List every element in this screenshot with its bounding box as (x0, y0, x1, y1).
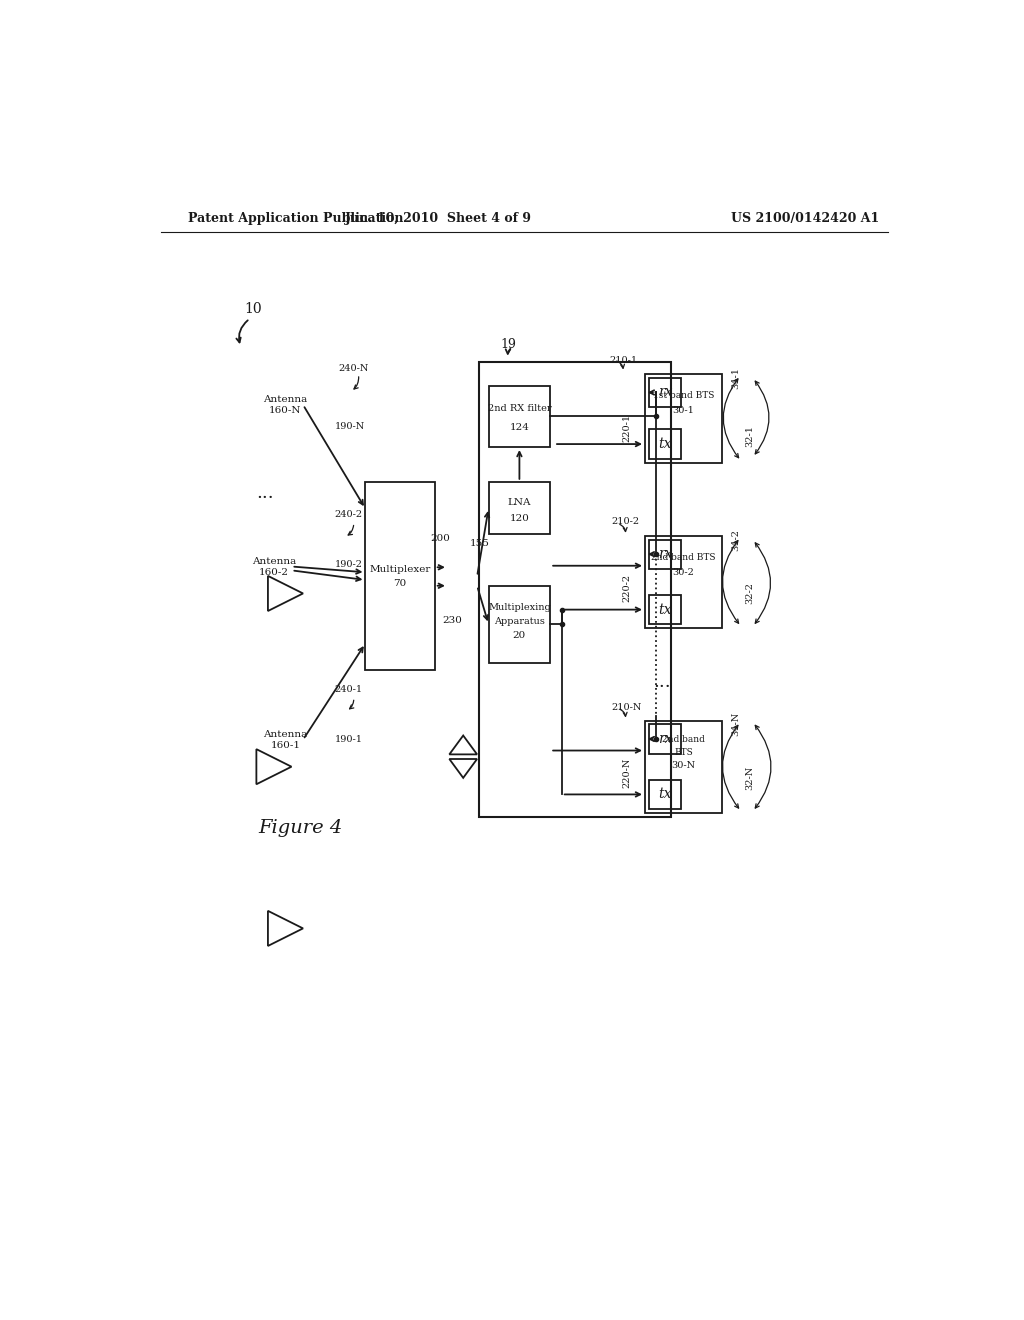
Text: Patent Application Publication: Patent Application Publication (188, 213, 403, 224)
Text: 200: 200 (430, 535, 451, 544)
Text: Antenna: Antenna (252, 557, 296, 565)
Text: Antenna: Antenna (263, 395, 307, 404)
Text: Multiplexing: Multiplexing (488, 603, 551, 611)
Bar (645, 721, 722, 813)
Text: 120: 120 (510, 515, 529, 523)
Bar (478, 363, 671, 817)
Bar (366, 482, 435, 671)
Text: 230: 230 (442, 616, 462, 624)
Text: 20: 20 (513, 631, 526, 640)
Text: rx: rx (657, 385, 672, 400)
Text: Antenna: Antenna (263, 730, 307, 739)
Text: rx: rx (657, 548, 672, 561)
Text: 160-1: 160-1 (270, 742, 300, 750)
Text: 155: 155 (469, 539, 489, 548)
Text: 10: 10 (245, 301, 262, 315)
Bar (488, 482, 550, 535)
Text: 190-2: 190-2 (335, 561, 362, 569)
Bar (649, 780, 681, 809)
Bar (649, 595, 681, 624)
Text: Jun. 10, 2010  Sheet 4 of 9: Jun. 10, 2010 Sheet 4 of 9 (345, 213, 532, 224)
Text: 240-1: 240-1 (335, 685, 362, 694)
Text: 210-1: 210-1 (609, 356, 638, 366)
Text: 220-1: 220-1 (622, 414, 631, 442)
Text: tx: tx (658, 437, 672, 451)
Text: 240-2: 240-2 (335, 510, 362, 519)
Bar (649, 725, 681, 754)
Text: 2nd RX filter: 2nd RX filter (487, 404, 551, 413)
Text: 124: 124 (510, 424, 529, 433)
Text: 190-N: 190-N (335, 422, 366, 430)
Text: 2nd band BTS: 2nd band BTS (651, 553, 716, 562)
Text: rx: rx (657, 733, 672, 746)
Text: Figure 4: Figure 4 (258, 820, 342, 837)
Bar (645, 374, 722, 462)
Text: tx: tx (658, 788, 672, 801)
Text: 210-2: 210-2 (611, 517, 640, 527)
Text: US 2100/0142420 A1: US 2100/0142420 A1 (731, 213, 880, 224)
Text: 160-N: 160-N (269, 407, 302, 416)
Text: 34-1: 34-1 (731, 367, 740, 389)
Text: 32-1: 32-1 (745, 425, 754, 446)
Text: 32-N: 32-N (745, 766, 754, 791)
Text: 30-2: 30-2 (673, 568, 694, 577)
Text: 220-N: 220-N (622, 758, 631, 788)
Text: 30-1: 30-1 (673, 407, 694, 416)
Bar (649, 429, 681, 459)
Text: tx: tx (658, 603, 672, 616)
Bar (488, 586, 550, 663)
Text: 190-1: 190-1 (335, 735, 362, 744)
Text: LNA: LNA (508, 498, 531, 507)
Text: 2nd band: 2nd band (662, 735, 705, 744)
Text: 220-2: 220-2 (622, 574, 631, 602)
Text: Apparatus: Apparatus (494, 616, 545, 626)
Bar (645, 536, 722, 628)
Text: 32-2: 32-2 (745, 582, 754, 605)
Bar (649, 540, 681, 569)
Text: BTS: BTS (674, 748, 693, 758)
Text: 160-2: 160-2 (259, 568, 289, 577)
Text: 240-N: 240-N (339, 364, 369, 374)
Bar (488, 385, 550, 447)
Text: ...: ... (653, 673, 671, 690)
Text: 1st band BTS: 1st band BTS (652, 391, 714, 400)
Bar (649, 378, 681, 407)
Text: ...: ... (256, 484, 274, 503)
Text: 70: 70 (393, 579, 407, 589)
Text: 19: 19 (500, 338, 516, 351)
Text: Multiplexer: Multiplexer (370, 565, 431, 574)
Text: 210-N: 210-N (611, 704, 642, 711)
Text: 30-N: 30-N (672, 760, 695, 770)
Text: 34-N: 34-N (731, 713, 740, 737)
Text: 34-2: 34-2 (731, 528, 740, 550)
